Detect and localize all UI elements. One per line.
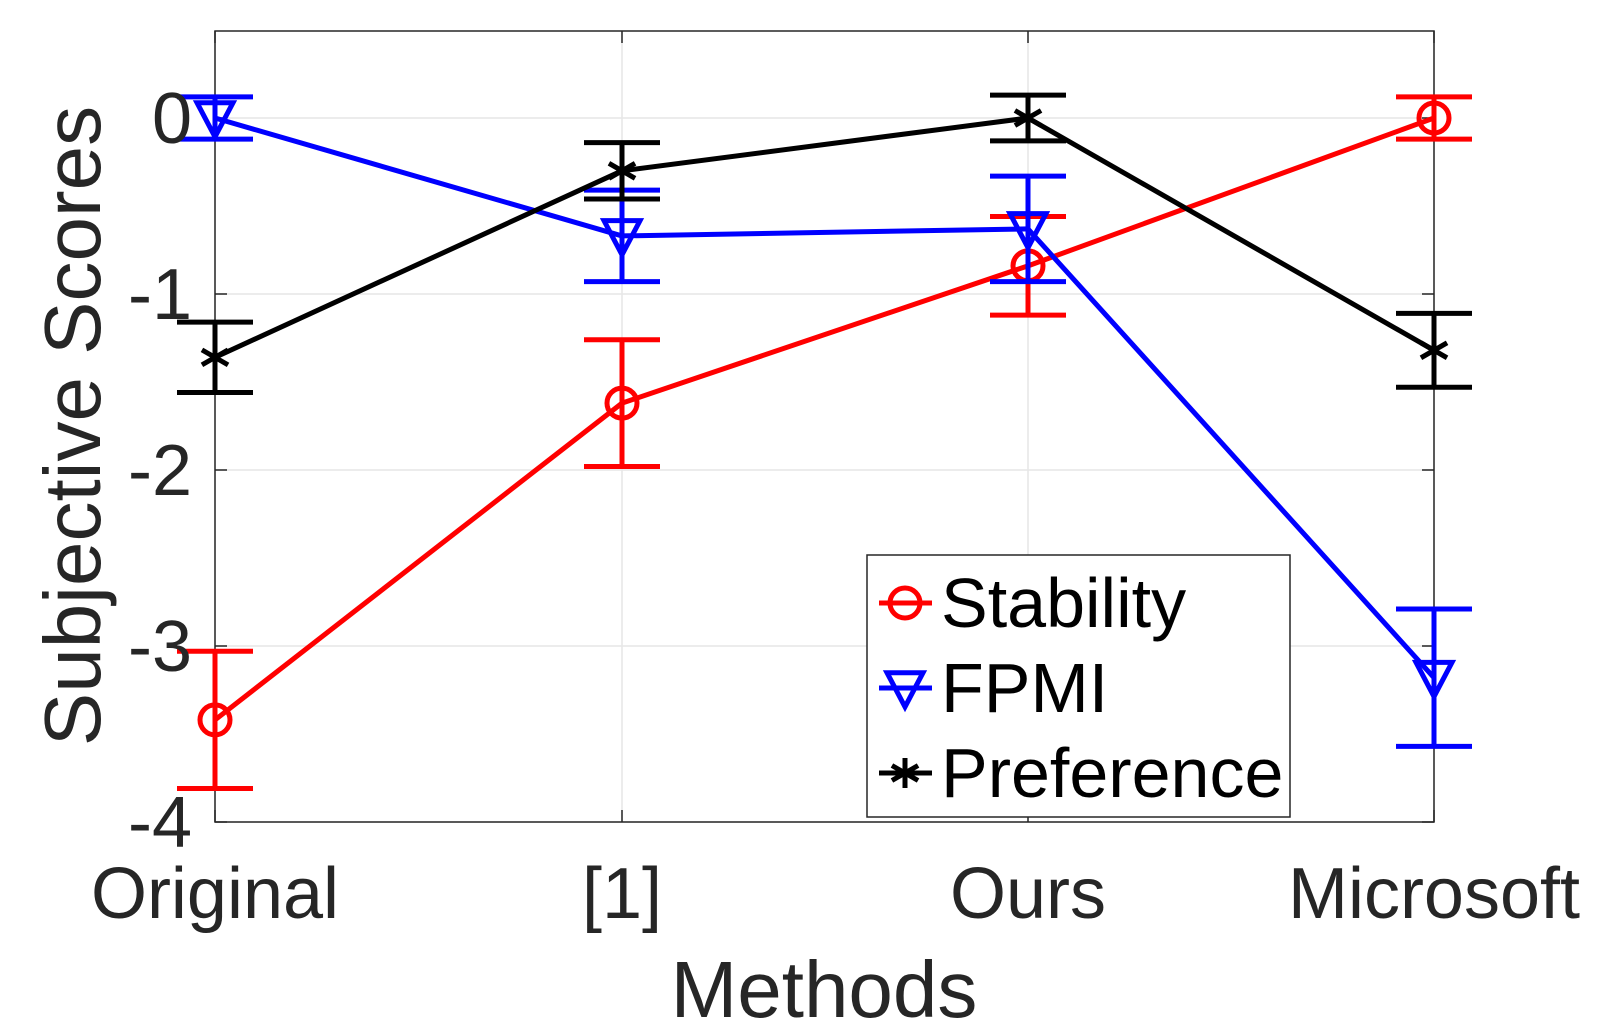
fpmi-point [192, 100, 238, 143]
fpmi-point [1005, 211, 1051, 254]
series-stability [177, 94, 1472, 792]
tick-labels: Original [1] Ours Microsoft 0 -1 -2 -3 -4 [91, 79, 1580, 934]
y-tick-label: -3 [128, 607, 192, 687]
x-tick-label: Original [91, 854, 339, 934]
preference-point [200, 342, 230, 373]
x-tick-label: Ours [950, 854, 1106, 934]
stability-point [197, 702, 233, 738]
preference-line [213, 115, 1436, 360]
fpmi-point [599, 218, 645, 261]
stability-point [1416, 100, 1452, 136]
series-fpmi [177, 94, 1472, 749]
legend-box [866, 554, 1291, 818]
x-axis-title: Methods [671, 945, 978, 1034]
asterisk-stroke [1419, 340, 1449, 360]
legend-marker [890, 758, 920, 788]
legend-marker [882, 670, 928, 713]
y-tick-label: -2 [128, 431, 192, 511]
y-tick-label: 0 [152, 79, 192, 159]
fpmi-line [214, 115, 1436, 680]
y-axis-title: Subjective Scores [28, 106, 117, 746]
legend-label: FPMI [941, 649, 1108, 727]
stability-error-bar [584, 337, 660, 469]
legend-item-preference: Preference [879, 734, 1283, 812]
stability-point [604, 385, 640, 421]
stability-line [213, 115, 1435, 722]
asterisk-stroke [607, 161, 637, 181]
asterisk-stroke [890, 763, 920, 783]
y-tick-label: -1 [128, 255, 192, 335]
axes-box [214, 30, 1435, 823]
series [177, 92, 1472, 792]
preference-point [1419, 335, 1449, 366]
legend-item-stability: Stability [879, 564, 1186, 642]
fpmi-point [1411, 659, 1457, 702]
preference-point [1013, 103, 1043, 133]
asterisk-stroke [1013, 108, 1043, 128]
legend-label: Stability [941, 564, 1186, 642]
asterisk-stroke [200, 347, 230, 368]
legend-label: Preference [941, 734, 1283, 812]
fpmi-error-bar [990, 173, 1066, 285]
x-tick-label: Microsoft [1288, 854, 1580, 934]
preference-point [607, 155, 637, 186]
legend-item-fpmi: FPMI [879, 649, 1108, 727]
fpmi-error-bar [1396, 606, 1472, 749]
stability-error-bar [177, 648, 253, 792]
series-preference [177, 92, 1472, 396]
x-tick-label: [1] [582, 854, 662, 934]
legend-marker [887, 585, 923, 621]
y-tick-label: -4 [128, 783, 192, 863]
